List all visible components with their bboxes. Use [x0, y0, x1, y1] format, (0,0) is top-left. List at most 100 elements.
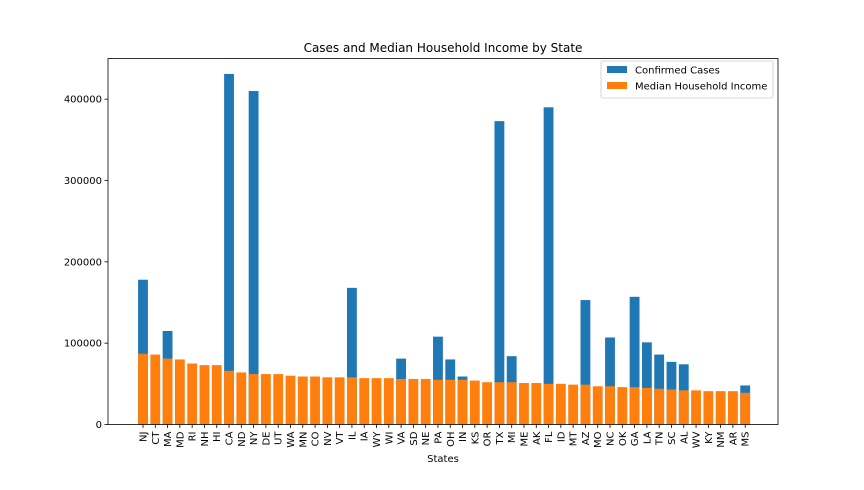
x-tick-label-ms: MS: [741, 432, 752, 447]
x-tick-label-ri: RI: [188, 432, 199, 442]
y-axis: 0 100000 200000 300000 400000: [64, 95, 108, 431]
bar-median-household-income-ny: [248, 374, 259, 425]
bar-median-household-income-co: [310, 376, 320, 425]
x-tick-label-ma: MA: [163, 431, 174, 447]
bar-median-household-income-ca: [224, 370, 234, 425]
bar-median-household-income-id: [555, 383, 566, 425]
x-tick-label-sd: SD: [409, 431, 420, 445]
x-tick-label-nd: ND: [237, 431, 248, 446]
x-tick-label-la: LA: [642, 431, 653, 444]
legend-swatch-confirmed-cases: [607, 66, 627, 73]
bar-median-household-income-mi: [506, 382, 517, 425]
x-tick-label-al: AL: [679, 431, 690, 444]
x-tick-label-mn: MN: [298, 432, 309, 448]
bar-confirmed-cases-tx: [494, 121, 505, 425]
x-tick-label-tx: TX: [495, 431, 506, 445]
x-tick-label-ar: AR: [728, 431, 739, 445]
x-axis-label: States: [427, 454, 459, 465]
x-tick-label-mi: MI: [507, 432, 518, 444]
bar-median-household-income-wv: [691, 390, 701, 425]
x-tick-label-id: ID: [556, 431, 567, 442]
bar-median-household-income-nj: [138, 353, 148, 425]
x-tick-label-wy: WY: [372, 431, 383, 448]
x-tick-label-mt: MT: [569, 431, 580, 447]
x-tick-label-fl: FL: [544, 431, 555, 443]
bar-median-household-income-az: [580, 384, 591, 425]
plot-frame: [107, 58, 779, 425]
x-tick-label-ia: IA: [360, 431, 371, 441]
bar-median-household-income-md: [174, 359, 185, 425]
bar-median-household-income-la: [641, 387, 652, 425]
x-tick-label-ga: GA: [630, 431, 641, 446]
x-tick-label-ca: CA: [225, 431, 236, 445]
x-tick-label-nc: NC: [606, 431, 617, 445]
x-tick-label-md: MD: [175, 431, 186, 448]
bar-median-household-income-ky: [703, 391, 714, 425]
bar-confirmed-cases-nc: [605, 337, 615, 425]
legend-label-median-household-income: Median Household Income: [635, 82, 767, 93]
bar-median-household-income-mo: [592, 386, 603, 425]
bar-median-household-income-il: [347, 377, 357, 425]
bar-median-household-income-tx: [494, 382, 505, 425]
bar-median-household-income-nm: [715, 391, 726, 425]
x-tick-label-wv: WV: [692, 431, 703, 448]
y-tick-label: 0: [96, 420, 102, 431]
bar-median-household-income-ia: [359, 378, 370, 425]
bar-median-household-income-hi: [211, 365, 222, 425]
bar-confirmed-cases-ny: [248, 91, 259, 425]
y-tick-label: 200000: [64, 257, 102, 268]
bar-median-household-income-mt: [568, 384, 579, 425]
bar-median-household-income-pa: [433, 379, 443, 425]
legend-swatch-median-household-income: [607, 82, 627, 89]
bar-median-household-income-nd: [236, 372, 247, 425]
bar-median-household-income-ri: [187, 363, 198, 425]
x-tick-label-ak: AK: [532, 431, 543, 445]
bars-layer: [138, 73, 751, 425]
bar-median-household-income-tn: [654, 388, 665, 425]
x-tick-label-ky: KY: [704, 431, 715, 444]
bar-median-household-income-oh: [445, 379, 456, 425]
legend: Confirmed Cases Median Household Income: [600, 60, 774, 99]
x-tick-label-nv: NV: [323, 431, 334, 445]
y-tick-label: 400000: [64, 95, 102, 106]
bar-median-household-income-sd: [408, 378, 419, 425]
x-tick-label-pa: PA: [433, 431, 444, 443]
bar-confirmed-cases-il: [347, 287, 357, 425]
x-tick-label-nh: NH: [200, 432, 211, 447]
bar-median-household-income-ar: [728, 391, 738, 425]
bar-median-household-income-ma: [162, 358, 173, 425]
legend-box: [600, 60, 774, 99]
bar-median-household-income-ks: [469, 380, 480, 425]
x-tick-label-wa: WA: [286, 431, 297, 447]
y-tick-label: 300000: [64, 176, 102, 187]
x-tick-label-wi: WI: [384, 432, 395, 445]
x-tick-label-ok: OK: [618, 431, 629, 446]
bar-median-household-income-ga: [629, 387, 640, 425]
bar-confirmed-cases-az: [580, 300, 591, 425]
legend-label-confirmed-cases: Confirmed Cases: [635, 66, 720, 77]
x-tick-label-in: IN: [458, 432, 469, 442]
bar-median-household-income-ok: [617, 387, 628, 425]
bar-median-household-income-de: [260, 374, 271, 425]
x-tick-label-sc: SC: [667, 431, 678, 444]
bar-confirmed-cases-ca: [224, 73, 234, 425]
x-tick-label-ct: CT: [151, 431, 162, 445]
bar-median-household-income-ct: [150, 354, 161, 425]
bar-median-household-income-me: [519, 383, 529, 425]
chart-title: Cases and Median Household Income by Sta…: [304, 41, 583, 55]
x-tick-label-vt: VT: [335, 431, 346, 445]
bar-median-household-income-nh: [199, 365, 210, 425]
bar-median-household-income-ak: [531, 383, 542, 425]
bar-median-household-income-ne: [420, 378, 431, 425]
bar-median-household-income-wa: [285, 375, 296, 425]
x-tick-label-il: IL: [347, 431, 358, 440]
x-tick-label-va: VA: [397, 431, 408, 444]
bar-median-household-income-ms: [740, 392, 751, 425]
bar-median-household-income-sc: [666, 389, 677, 425]
x-tick-label-az: AZ: [581, 431, 592, 445]
x-tick-label-ut: UT: [274, 431, 285, 445]
bar-median-household-income-al: [678, 390, 689, 425]
x-tick-label-hi: HI: [212, 432, 223, 442]
